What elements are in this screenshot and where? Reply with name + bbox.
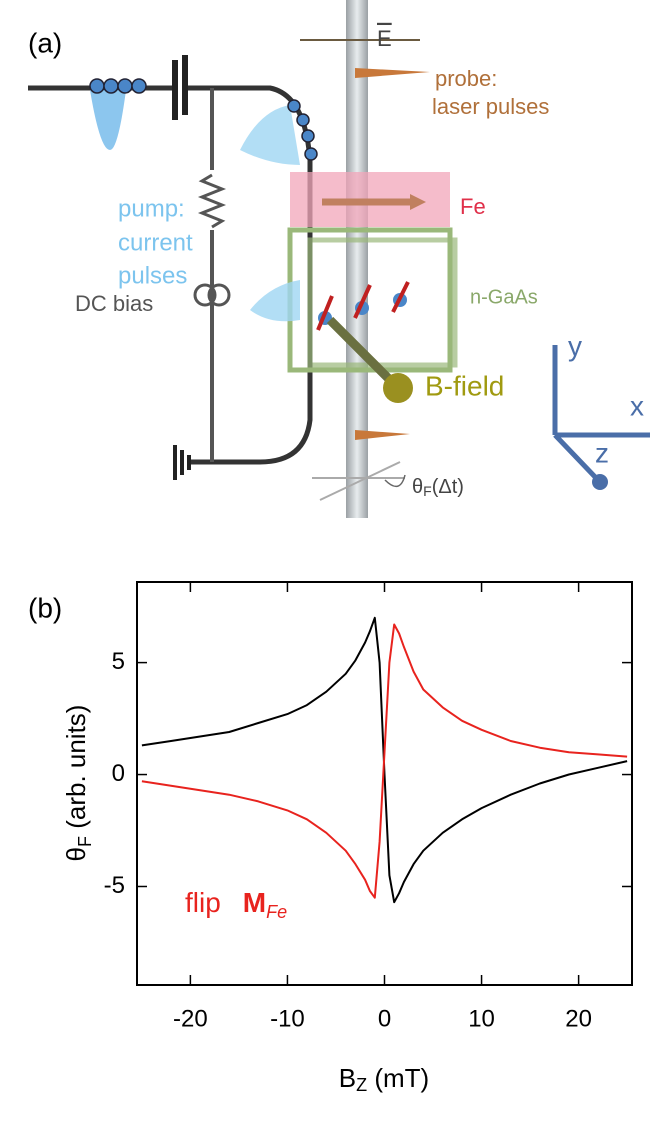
y-tick-label: 0 [112, 760, 125, 787]
pulse [250, 280, 300, 322]
panel-label: (a) [28, 27, 62, 58]
pump-label: pulses [118, 262, 187, 289]
b-field-rod [326, 316, 399, 389]
plot: -5 0 5 -20 -10 0 10 20 [104, 581, 633, 1032]
capacitor [172, 60, 178, 120]
ground [173, 445, 191, 480]
b-field-ball [383, 373, 413, 403]
x-axis-label: BZ (mT) [339, 1063, 429, 1095]
pulse [90, 90, 126, 150]
pulse [240, 105, 300, 165]
gaas-label: n-GaAs [470, 286, 538, 308]
rotation-arrows [312, 461, 405, 501]
data-line [141, 616, 628, 904]
bias-label: DC bias [75, 291, 153, 316]
resistor [197, 173, 227, 229]
laser-beam [346, 0, 368, 518]
diagram [28, 0, 650, 518]
y-axis-label: θF (arb. units) [61, 705, 95, 862]
probe-pulse [355, 430, 410, 440]
z-arrow [592, 474, 608, 490]
field-label: E [377, 26, 392, 51]
probe-label: laser pulses [432, 94, 549, 119]
bfield-label: B-field [425, 370, 504, 401]
spins [316, 281, 410, 331]
capacitor [182, 55, 188, 115]
pump-label: current [118, 229, 193, 256]
fe-label: Fe [460, 194, 486, 219]
current-source [207, 283, 231, 307]
x-tick-label: 0 [378, 1005, 391, 1032]
gaas-cube [287, 227, 458, 373]
magnetization-arrow [410, 194, 426, 210]
probe-pulse [355, 68, 430, 78]
x-tick-label: -20 [173, 1005, 208, 1032]
rotation-label: θF(Δt) [412, 476, 464, 498]
y-tick-label: -5 [104, 872, 125, 899]
axis-label: y [568, 330, 582, 361]
x-tick-label: 20 [565, 1005, 592, 1032]
probe-label: probe: [435, 66, 497, 91]
pump-label: pump: [118, 195, 185, 222]
x-tick-label: -10 [270, 1005, 305, 1032]
data-line [141, 623, 628, 899]
annotation: flip MFe [185, 887, 287, 921]
electrons [89, 78, 318, 161]
axis-label: x [630, 390, 644, 421]
panel-label: (b) [28, 592, 62, 623]
coordinate-axes [552, 345, 650, 482]
current-source [193, 283, 217, 307]
x-tick-label: 10 [468, 1005, 495, 1032]
y-tick-label: 5 [112, 648, 125, 675]
axis-label: z [595, 437, 609, 468]
rotation-arc [384, 474, 406, 488]
